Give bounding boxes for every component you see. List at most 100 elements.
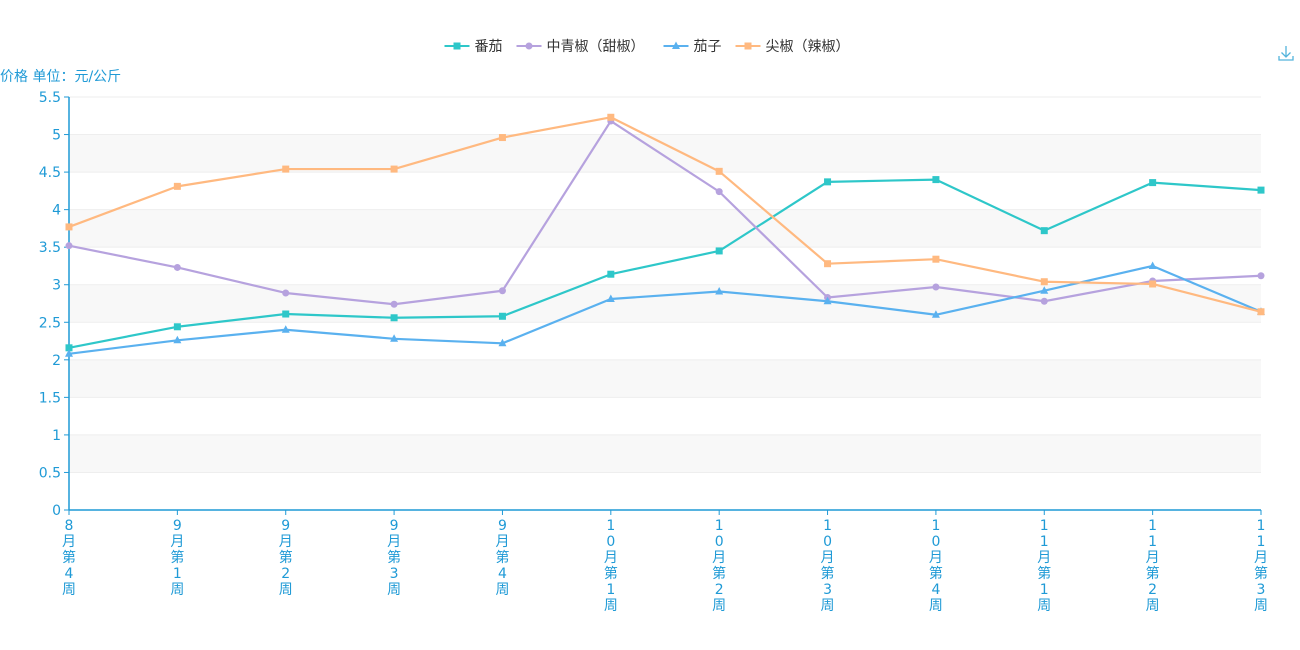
data-point <box>606 294 615 302</box>
legend-label: 中青椒（甜椒） <box>547 39 645 55</box>
data-point <box>824 260 832 268</box>
data-point <box>1257 186 1265 194</box>
data-point <box>173 335 182 344</box>
data-point <box>498 287 506 295</box>
legend-label: 番茄 <box>475 38 503 55</box>
y-tick-label: 2.5 <box>39 315 61 331</box>
data-point <box>715 188 723 196</box>
legend-marker <box>525 42 533 50</box>
y-axis-title: 价格 单位：元/公斤 <box>0 69 121 85</box>
x-tick-label: 9 月第 4 周 <box>495 518 509 598</box>
data-point <box>715 247 723 255</box>
data-point <box>607 270 615 278</box>
y-tick-label: 5.5 <box>39 90 61 106</box>
split-band <box>69 209 1261 248</box>
y-tick-label: 1.5 <box>39 390 61 406</box>
legend-item-1[interactable]: 番茄 <box>444 38 503 55</box>
axes <box>68 97 1261 511</box>
data-point <box>498 338 507 347</box>
data-point <box>65 344 73 352</box>
data-point <box>282 165 290 173</box>
legend-item-2[interactable]: 中青椒（甜椒） <box>516 39 645 55</box>
data-point <box>1149 280 1157 288</box>
split-band <box>69 359 1261 398</box>
x-tick-label: 1 1 月第 2 周 <box>1146 518 1160 614</box>
y-tick-label: 1 <box>52 428 61 444</box>
data-point <box>1148 261 1157 269</box>
data-point <box>390 165 398 173</box>
series-line-1 <box>68 178 1262 349</box>
data-point <box>1040 286 1049 294</box>
y-tick-label: 2 <box>52 353 61 369</box>
data-point <box>1040 278 1048 286</box>
series-line-2 <box>68 119 1262 306</box>
data-point <box>1040 227 1048 235</box>
split-band <box>69 97 1261 135</box>
split-band <box>69 397 1261 435</box>
data-point <box>282 310 290 318</box>
series-markers <box>65 113 1265 357</box>
x-axis-ticks: 8 月第 4 周 9 月第 1 周 9 月第 2 周 9 月第 3 周 9 月第 4 周 1 0 月第 1 周 1 0 月第 2 周 1 0 月… <box>62 510 1268 614</box>
data-point <box>932 283 940 291</box>
data-point <box>390 334 399 342</box>
data-point <box>281 325 290 333</box>
download-icon[interactable] <box>1275 42 1297 64</box>
series-lines <box>68 116 1262 355</box>
data-point <box>65 349 73 357</box>
data-point <box>931 310 940 318</box>
data-point <box>823 296 832 305</box>
data-point <box>607 113 615 121</box>
x-tick-label: 1 0 月第 1 周 <box>604 518 618 614</box>
x-tick-label: 1 0 月第 2 周 <box>712 518 726 614</box>
gridlines <box>69 96 1261 473</box>
legend-label: 茄子 <box>694 38 722 55</box>
y-tick-label: 4 <box>52 203 61 219</box>
split-band <box>69 472 1261 510</box>
split-band <box>69 322 1261 360</box>
data-point <box>1257 272 1265 280</box>
x-tick-label: 9 月第 3 周 <box>387 518 401 598</box>
series-line-4 <box>68 116 1262 313</box>
y-tick-label: 3 <box>52 278 61 294</box>
data-point <box>1149 179 1157 187</box>
legend-item-3[interactable]: 茄子 <box>663 38 722 55</box>
split-band <box>69 284 1261 323</box>
data-point <box>173 263 181 271</box>
legend-label: 尖椒（辣椒） <box>766 39 850 55</box>
split-band <box>69 434 1261 473</box>
data-point <box>824 178 832 186</box>
x-tick-label: 9 月第 2 周 <box>279 518 293 598</box>
legend-marker <box>453 42 461 50</box>
data-point <box>390 300 398 308</box>
series-line-3 <box>68 264 1262 355</box>
data-point <box>1040 297 1048 305</box>
x-tick-label: 9 月第 1 周 <box>170 518 184 598</box>
y-axis-ticks: 0 0.5 1 1.5 2 2.5 3 3.5 4 4.5 5 5.5 <box>39 90 69 519</box>
data-point <box>1257 308 1265 316</box>
x-tick-label: 1 0 月第 3 周 <box>821 518 835 614</box>
data-point <box>390 314 398 322</box>
x-tick-label: 1 1 月第 1 周 <box>1037 518 1051 614</box>
data-point <box>932 176 940 184</box>
data-point <box>173 323 181 331</box>
data-point <box>932 255 940 263</box>
data-point <box>173 182 181 190</box>
y-tick-label: 3.5 <box>39 240 61 256</box>
data-point <box>282 289 290 297</box>
split-band <box>69 172 1261 210</box>
legend-marker <box>672 41 680 49</box>
split-band <box>69 247 1261 285</box>
data-point <box>65 242 73 250</box>
split-area-bands <box>69 97 1261 510</box>
data-point <box>65 223 73 231</box>
legend-marker <box>744 42 752 50</box>
x-tick-label: 1 1 月第 3 周 <box>1254 518 1268 614</box>
x-tick-label: 8 月第 4 周 <box>62 518 76 598</box>
data-point <box>498 312 506 320</box>
legend-item-4[interactable]: 尖椒（辣椒） <box>735 39 850 55</box>
data-point <box>715 167 723 175</box>
legend[interactable]: 番茄 中青椒（甜椒） 茄子 尖椒（辣椒） <box>444 38 850 55</box>
y-tick-label: 4.5 <box>39 165 61 181</box>
